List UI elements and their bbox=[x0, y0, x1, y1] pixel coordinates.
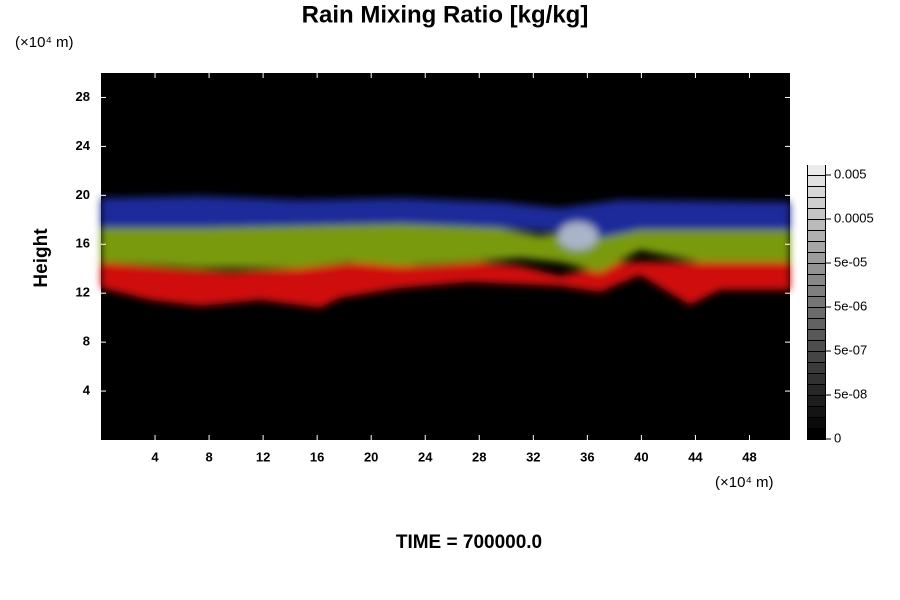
chart-title: Rain Mixing Ratio [kg/kg] bbox=[302, 1, 589, 28]
x-tick-label: 20 bbox=[364, 449, 378, 464]
colorbar-swatch bbox=[808, 385, 825, 395]
y-tick-label: 4 bbox=[83, 383, 91, 398]
colorbar-swatch bbox=[808, 407, 825, 417]
colorbar-swatch bbox=[808, 198, 825, 208]
x-tick-label: 4 bbox=[151, 449, 159, 464]
y-tick-label: 24 bbox=[76, 138, 91, 153]
colorbar-label: 0.0005 bbox=[834, 210, 874, 225]
field bbox=[101, 196, 790, 308]
colorbar-swatch bbox=[808, 319, 825, 329]
x-tick-label: 44 bbox=[688, 449, 703, 464]
colorbar-swatch bbox=[808, 330, 825, 340]
x-tick-label: 16 bbox=[310, 449, 324, 464]
y-axis-label: Height bbox=[31, 228, 52, 288]
colorbar-swatch bbox=[808, 220, 825, 230]
colorbar-swatch bbox=[808, 253, 825, 263]
colorbar-label: 0.005 bbox=[834, 166, 867, 181]
colorbar-swatch bbox=[808, 176, 825, 186]
x-tick-label: 8 bbox=[205, 449, 212, 464]
colorbar-swatch bbox=[808, 187, 825, 197]
x-unit: (×10⁴ m) bbox=[715, 474, 774, 491]
field-red bbox=[101, 262, 790, 308]
x-tick-label: 28 bbox=[472, 449, 486, 464]
colorbar-swatch bbox=[808, 297, 825, 307]
colorbar-swatch bbox=[808, 275, 825, 285]
colorbar-swatch bbox=[808, 242, 825, 252]
y-tick-label: 8 bbox=[83, 334, 90, 349]
annotation: TIME = 700000.0 bbox=[396, 532, 542, 553]
colorbar-swatch bbox=[808, 363, 825, 373]
x-tick-label: 24 bbox=[418, 449, 433, 464]
y-tick-label: 16 bbox=[76, 236, 90, 251]
x-tick-label: 48 bbox=[742, 449, 756, 464]
colorbar-swatch bbox=[808, 429, 825, 439]
colorbar-label: 5e-08 bbox=[834, 386, 867, 401]
colorbar-swatch bbox=[808, 308, 825, 318]
colorbar-swatch bbox=[808, 231, 825, 241]
x-tick-label: 12 bbox=[256, 449, 270, 464]
field-green bbox=[101, 224, 790, 272]
colorbar-label: 5e-07 bbox=[834, 342, 867, 357]
x-tick-label: 36 bbox=[580, 449, 594, 464]
colorbar-swatch bbox=[808, 341, 825, 351]
colorbar-label: 0 bbox=[834, 430, 841, 445]
colorbar-swatch bbox=[808, 352, 825, 362]
colorbar-swatch bbox=[808, 374, 825, 384]
colorbar-swatch bbox=[808, 264, 825, 274]
colorbar-label: 5e-06 bbox=[834, 298, 867, 313]
y-tick-label: 20 bbox=[76, 187, 90, 202]
colorbar-swatch bbox=[808, 418, 825, 428]
colorbar-swatch bbox=[808, 396, 825, 406]
colorbar-swatch bbox=[808, 165, 825, 175]
x-tick-label: 40 bbox=[634, 449, 648, 464]
field-core bbox=[558, 222, 598, 250]
colorbar-swatch bbox=[808, 209, 825, 219]
y-tick-label: 28 bbox=[76, 89, 90, 104]
colorbar-swatch bbox=[808, 286, 825, 296]
x-tick-label: 32 bbox=[526, 449, 540, 464]
colorbar-label: 5e-05 bbox=[834, 254, 867, 269]
y-unit: (×10⁴ m) bbox=[15, 34, 74, 51]
field-blue bbox=[101, 196, 790, 238]
y-tick-label: 12 bbox=[76, 285, 90, 300]
